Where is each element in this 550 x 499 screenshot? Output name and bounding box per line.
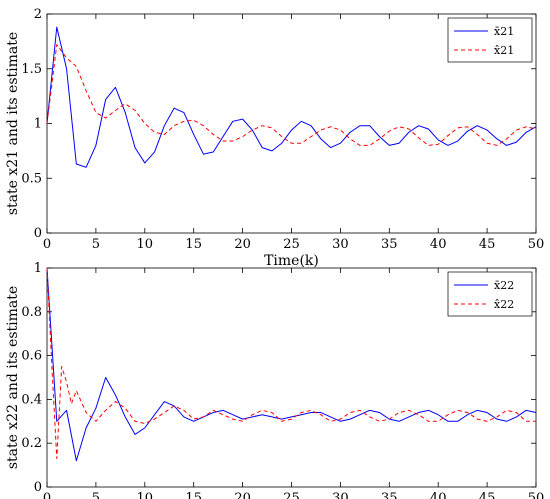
x-tick-label: 45 [479, 491, 496, 499]
x-tick-label: 15 [185, 237, 202, 252]
series-line-2 [46, 44, 537, 146]
x-tick-label: 35 [381, 491, 398, 499]
legend: x̄21 x̂21 [447, 17, 533, 63]
x-tick-label: 0 [43, 491, 51, 499]
subplot-1: 0 5 10 15 20 25 30 35 40 45 50 0 0.5 1 1.5 2 Time(k) stat… [5, 7, 544, 269]
y-axis-label: state x22 and its estimate [5, 286, 21, 469]
x-tick-label: 40 [430, 491, 447, 499]
y-tick-label: 0.2 [21, 436, 42, 451]
x-axis-label: Time(k) [264, 253, 319, 269]
x-tick-label: 50 [528, 491, 545, 499]
x-tick-label: 25 [283, 237, 300, 252]
legend-box [447, 271, 533, 317]
x-tick-label: 5 [92, 491, 100, 499]
y-tick-label: 2 [34, 7, 42, 22]
x-tick-label: 10 [137, 491, 154, 499]
y-tick-label: 1.5 [21, 62, 42, 77]
series-line-1 [46, 26, 537, 168]
x-tick-label: 30 [332, 237, 349, 252]
x-tick-label: 5 [92, 237, 100, 252]
y-tick-label: 0.4 [21, 392, 42, 407]
x-tick-label: 50 [528, 237, 545, 252]
y-axis-label: state x21 and its estimate [5, 32, 21, 215]
legend-label: x̄21 [494, 25, 514, 38]
legend-label: x̄22 [494, 279, 514, 292]
y-tick-label: 0.8 [21, 305, 42, 320]
legend: x̄22 x̂22 [447, 271, 533, 317]
legend-box [447, 17, 533, 63]
x-tick-label: 0 [43, 237, 51, 252]
x-tick-label: 45 [479, 237, 496, 252]
y-tick-label: 0.5 [21, 171, 42, 186]
subplot-2: 0510152025303540455000.20.40.60.81Time(k… [5, 261, 544, 499]
y-tick-label: 1 [34, 117, 42, 132]
x-tick-label: 25 [283, 491, 300, 499]
y-tick-label: 0.6 [21, 349, 42, 364]
x-tick-label: 15 [185, 491, 202, 499]
legend-label: x̂21 [494, 44, 514, 57]
x-tick-label: 40 [430, 237, 447, 252]
x-tick-label: 30 [332, 491, 349, 499]
y-tick-label: 1 [34, 261, 42, 276]
series-line-1 [46, 267, 537, 462]
x-tick-label: 20 [234, 237, 251, 252]
x-tick-label: 20 [234, 491, 251, 499]
series-line-2 [46, 267, 536, 460]
x-tick-label: 10 [137, 237, 154, 252]
y-tick-label: 0 [34, 226, 42, 241]
legend-label: x̂22 [494, 298, 514, 311]
x-tick-label: 35 [381, 237, 398, 252]
y-tick-label: 0 [34, 480, 42, 495]
